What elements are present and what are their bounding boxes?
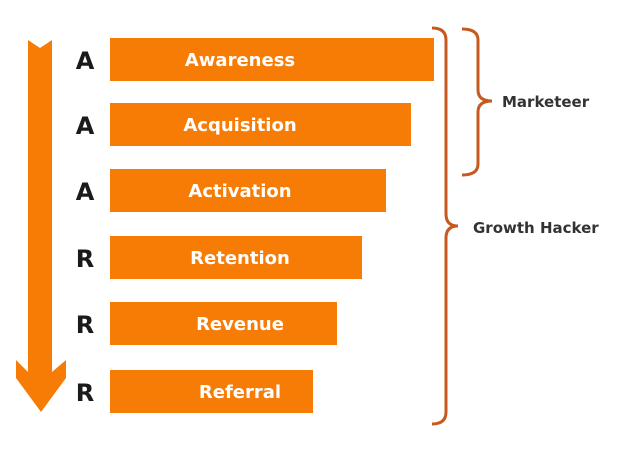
stage-bar (110, 169, 386, 212)
stage-row: R Revenue (76, 302, 337, 345)
marketeer-label: Marketeer (502, 93, 590, 111)
growth-hacker-bracket-icon (431, 26, 459, 426)
down-arrow-icon (16, 40, 66, 412)
stage-label: Referral (199, 382, 281, 403)
stage-row: A Awareness (76, 38, 434, 81)
stage-letter: A (76, 47, 95, 75)
stage-letter: A (76, 178, 95, 206)
stage-bar (110, 103, 411, 146)
stage-label: Retention (190, 248, 290, 269)
stage-row: A Acquisition (76, 103, 411, 146)
stage-label: Activation (188, 181, 291, 202)
stage-bar (110, 38, 434, 81)
stage-letter: R (76, 245, 94, 273)
growth-hacker-label: Growth Hacker (473, 219, 599, 237)
stage-letter: R (76, 311, 94, 339)
stage-bar (110, 302, 337, 345)
stage-bar (110, 370, 313, 413)
stage-row: R Referral (76, 370, 313, 413)
stage-bar (110, 236, 362, 279)
stage-label: Awareness (185, 50, 295, 71)
stage-label: Acquisition (183, 115, 296, 136)
stage-row: A Activation (76, 169, 386, 212)
stage-letter: R (76, 379, 94, 407)
marketeer-bracket-icon (461, 27, 493, 177)
stage-label: Revenue (196, 314, 284, 335)
stage-letter: A (76, 112, 95, 140)
stage-row: R Retention (76, 236, 362, 279)
